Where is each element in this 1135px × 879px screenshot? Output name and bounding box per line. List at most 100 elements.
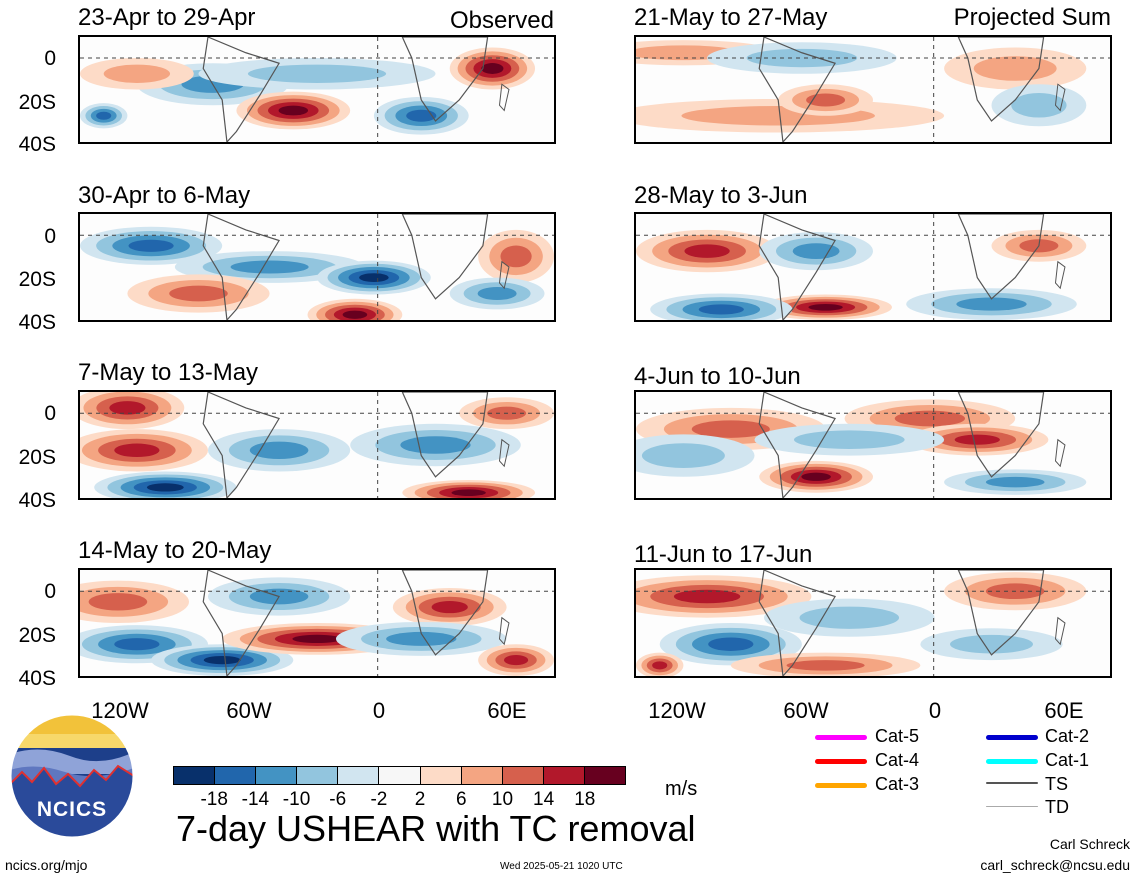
colorbar-units: m/s <box>665 778 698 800</box>
panel-title-2: 21-May to 27-May <box>634 4 828 31</box>
colorbar-label: -2 <box>370 789 388 810</box>
panel-title-3: 30-Apr to 6-May <box>78 182 251 209</box>
madagascar-outline <box>1054 83 1066 112</box>
map-panel-5 <box>78 390 556 500</box>
footer-timestamp: Wed 2025-05-21 1020 UTC <box>500 861 623 872</box>
map-panel-7 <box>78 568 556 678</box>
ncics-logo-text: NCICS <box>36 798 108 821</box>
legend-label-cat2: Cat-2 <box>1045 726 1090 746</box>
anomaly-field <box>636 392 1110 498</box>
anomaly-field <box>636 214 1110 320</box>
footer-website: ncics.org/mjo <box>5 857 88 873</box>
negative-shear-blob <box>128 239 174 252</box>
south-america-outline <box>758 37 836 142</box>
negative-shear-blob <box>96 111 112 120</box>
negative-shear-blob <box>230 260 309 274</box>
panel-title-4: 28-May to 3-Jun <box>634 182 808 209</box>
map-panel-3 <box>78 212 556 322</box>
map-panel-4 <box>634 212 1112 322</box>
panel-title-6: 4-Jun to 10-Jun <box>634 363 801 390</box>
y-tick-20s-p3: 20S <box>18 268 56 291</box>
y-tick-20s-p5: 20S <box>18 446 56 469</box>
x-tick-60w-right: 60W <box>783 698 829 723</box>
negative-shear-blob <box>950 634 1033 654</box>
negative-shear-blob <box>406 109 437 122</box>
y-tick-0-p1: 0 <box>44 47 56 70</box>
positive-shear-blob <box>278 105 309 116</box>
map-panel-1 <box>78 35 556 144</box>
x-tick-60e-right: 60E <box>1044 698 1084 723</box>
negative-shear-blob <box>400 436 471 454</box>
colorbar <box>173 766 626 785</box>
legend-label-ts: TS <box>1045 774 1069 794</box>
positive-shear-blob <box>954 434 1000 445</box>
south-america-outline <box>202 570 280 676</box>
madagascar-outline <box>498 260 510 290</box>
ncics-logo-graphic <box>10 714 134 838</box>
map-panel-6 <box>634 390 1112 500</box>
legend-line-td <box>986 806 1038 807</box>
positive-shear-blob <box>451 489 486 496</box>
positive-shear-blob <box>808 303 843 311</box>
legend-label-cat3: Cat-3 <box>875 774 920 794</box>
negative-shear-blob <box>1011 93 1067 118</box>
footer-email: carl_schreck@ncsu.edu <box>980 857 1130 873</box>
positive-shear-blob <box>169 285 228 302</box>
colorbar-label: 10 <box>491 789 514 810</box>
madagascar-outline <box>498 438 510 468</box>
madagascar-outline <box>1054 616 1066 646</box>
map-panel-8 <box>634 568 1112 678</box>
y-tick-0-p5: 0 <box>44 402 56 425</box>
colorbar-swatch <box>214 767 256 784</box>
positive-shear-blob <box>431 601 468 614</box>
x-tick-120w-right: 120W <box>648 698 706 723</box>
madagascar-outline <box>1054 438 1066 468</box>
negative-shear-blob <box>146 483 184 492</box>
positive-shear-blob <box>292 634 342 644</box>
positive-shear-blob <box>109 401 146 415</box>
positive-shear-blob <box>481 63 504 74</box>
main-title: 7-day USHEAR with TC removal <box>176 808 696 849</box>
colorbar-swatch <box>419 767 461 784</box>
legend-label-cat5: Cat-5 <box>875 726 920 746</box>
colorbar-label: -18 <box>200 789 228 810</box>
negative-shear-blob <box>249 441 309 460</box>
colorbar-swatch <box>460 767 502 784</box>
africa-outline <box>957 37 1045 122</box>
y-tick-40s-p7: 40S <box>18 667 56 690</box>
legend-line-cat5 <box>815 735 867 740</box>
panel-title-1: 23-Apr to 29-Apr <box>78 4 256 31</box>
negative-shear-blob <box>792 243 840 259</box>
africa-outline <box>957 392 1045 478</box>
anomaly-field <box>80 37 554 142</box>
negative-shear-blob <box>956 297 1027 311</box>
positive-shear-blob <box>684 244 730 258</box>
legend-label-td: TD <box>1045 797 1069 817</box>
x-tick-0-left: 0 <box>372 698 386 723</box>
panel-title-7: 14-May to 20-May <box>78 537 272 564</box>
colorbar-swatch <box>501 767 543 784</box>
madagascar-outline <box>1054 260 1066 290</box>
legend-line-cat4 <box>815 759 867 764</box>
negative-shear-blob <box>746 48 858 68</box>
colorbar-label: 2 <box>414 789 426 810</box>
anomaly-field <box>80 214 554 320</box>
negative-shear-blob <box>641 443 725 468</box>
positive-shear-blob <box>786 660 865 671</box>
anomaly-field <box>80 570 554 676</box>
y-tick-40s-p3: 40S <box>18 311 56 334</box>
negative-shear-blob <box>386 631 457 646</box>
africa-outline <box>401 214 489 300</box>
y-tick-0-p3: 0 <box>44 225 56 248</box>
legend-line-cat3 <box>815 783 867 788</box>
y-tick-40s-p5: 40S <box>18 489 56 512</box>
south-america-outline <box>758 392 836 498</box>
legend-line-cat1 <box>986 759 1038 764</box>
colorbar-swatch <box>378 767 420 784</box>
colorbar-label: 6 <box>455 789 467 810</box>
africa-outline <box>957 214 1045 300</box>
colorbar-labels: -18 -14 -10 -6 -2 2 6 10 14 18 <box>0 790 1135 812</box>
positive-shear-blob <box>973 56 1057 81</box>
panel-tag-projected: Projected Sum <box>953 4 1111 31</box>
positive-shear-blob <box>114 443 160 458</box>
